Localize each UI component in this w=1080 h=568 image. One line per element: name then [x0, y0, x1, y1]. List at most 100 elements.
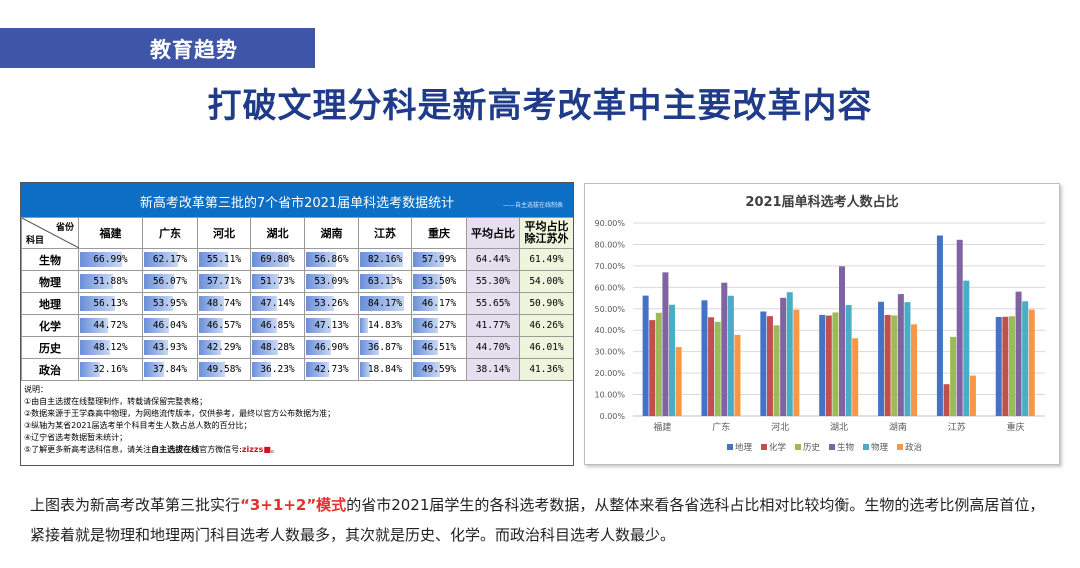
value-bar [252, 318, 277, 333]
subject-cell: 化学 [21, 314, 79, 337]
avg-excl-jiangsu-cell: 46.01% [519, 336, 573, 359]
x-tick-label: 福建 [653, 421, 671, 433]
value-cell: 56.13% [78, 292, 143, 315]
value-cell: 48.28% [250, 336, 305, 359]
value-bar [80, 340, 111, 355]
value-cell: 48.12% [78, 336, 143, 359]
data-table-panel: 新高考改革第三批的7个省市2021届单科选考数据统计 ——自主选拔在线制表 省份… [20, 182, 574, 466]
value-bar [199, 252, 228, 267]
value-bar [80, 296, 116, 311]
avg-excl-jiangsu-cell: 54.00% [519, 270, 573, 293]
value-cell: 37.84% [142, 358, 198, 381]
value-bar [144, 296, 174, 311]
bar-chart: 2021届单科选考人数占比 0.00% 10.00% 20.00% 30.00% 40.0… [594, 194, 1045, 453]
bar-广东-物理 [727, 295, 734, 416]
value-bar [306, 318, 331, 333]
avg-excl-jiangsu-cell: 41.36% [519, 358, 573, 381]
value-cell: 48.74% [197, 292, 251, 315]
value-bar [199, 318, 224, 333]
value-text: 63.13% [367, 276, 403, 287]
x-tick-label: 广东 [712, 421, 730, 433]
province-header-3: 湖北 [250, 217, 305, 249]
bar-福建-政治 [675, 347, 682, 416]
value-cell: 57.71% [197, 270, 251, 293]
note-1: ①由自主选拔在线整理制作，转载请保留完整表格； [24, 397, 208, 406]
avg-cell: 55.30% [466, 270, 520, 293]
value-cell: 44.72% [78, 314, 143, 337]
legend-entry: 政治 [905, 442, 923, 453]
value-text: 47.14% [260, 298, 295, 309]
value-bar [413, 252, 445, 267]
bar-广东-生物 [721, 282, 728, 416]
value-text: 42.29% [206, 342, 242, 353]
bar-湖南-生物 [897, 294, 904, 416]
value-text: 32.16% [93, 364, 128, 375]
value-cell: 42.73% [304, 358, 359, 381]
y-tick-label: 20.00% [594, 369, 625, 378]
value-cell: 46.27% [411, 314, 467, 337]
table-notes: 说明： ①由自主选拔在线整理制作，转载请保留完整表格； ②数据来源于王学森高中物… [21, 381, 573, 456]
value-text: 53.26% [314, 298, 349, 309]
bar-福建-生物 [662, 272, 669, 416]
avg2-label-line2: 除江苏外 [524, 232, 569, 245]
bar-重庆-地理 [995, 316, 1002, 416]
x-tick-label: 重庆 [1007, 421, 1025, 433]
section-tag: 教育趋势 [0, 28, 315, 68]
value-cell: 49.59% [411, 358, 467, 381]
value-bar [306, 340, 331, 355]
y-tick-label: 0.00% [600, 412, 626, 421]
bar-湖南-物理 [904, 302, 911, 416]
value-text: 37.84% [152, 364, 188, 375]
table-row: 物理 51.88% 56.07% 57.71% 51.73% 53.09% 63.13% 53… [21, 270, 573, 293]
bar-湖北-政治 [852, 338, 859, 416]
y-tick-label: 40.00% [594, 326, 625, 335]
value-bar [80, 274, 113, 289]
legend-swatch [829, 444, 835, 450]
legend-swatch [897, 444, 903, 450]
value-cell: 49.58% [197, 358, 251, 381]
note-5-pre: ⑤了解更多新高考选科信息，请关注 [24, 445, 152, 454]
y-tick-label: 10.00% [594, 391, 625, 400]
value-text: 46.04% [152, 320, 188, 331]
y-tick-label: 60.00% [594, 283, 625, 292]
value-cell: 63.13% [358, 270, 412, 293]
value-cell: 14.83% [358, 314, 412, 337]
value-cell: 36.23% [250, 358, 305, 381]
bar-重庆-政治 [1028, 309, 1035, 416]
value-bar [360, 274, 393, 289]
value-bar [199, 274, 229, 289]
bar-重庆-化学 [1002, 316, 1009, 416]
bar-江苏-生物 [956, 239, 963, 416]
value-bar [144, 362, 165, 377]
value-text: 53.95% [152, 298, 188, 309]
value-cell: 51.88% [78, 270, 143, 293]
legend-entry: 物理 [871, 442, 889, 453]
bar-河北-地理 [760, 311, 767, 416]
legend-swatch [761, 444, 767, 450]
y-tick-label: 90.00% [594, 219, 625, 228]
note-3: ③纵轴为某省2021届选考单个科目考生人数占总人数的百分比； [24, 421, 252, 430]
bar-河北-化学 [766, 316, 773, 416]
province-header-2: 河北 [197, 217, 251, 249]
value-text: 42.73% [314, 364, 349, 375]
avg-excl-jiangsu-cell: 61.49% [519, 248, 573, 271]
value-bar [144, 340, 168, 355]
value-cell: 57.99% [411, 248, 467, 271]
value-bar [413, 362, 440, 377]
avg-cell: 64.44% [466, 248, 520, 271]
summary-post: 的省市2021届学生的各科选考数据，从整体来看各省选科占比相对比较均衡。生物的选… [30, 496, 1045, 544]
value-cell: 47.14% [250, 292, 305, 315]
value-text: 18.84% [367, 364, 403, 375]
value-bar [413, 340, 439, 355]
bar-河北-物理 [786, 292, 793, 416]
bar-河北-历史 [773, 325, 780, 416]
bar-湖南-地理 [878, 301, 885, 416]
x-tick-label: 湖南 [889, 421, 907, 433]
value-bar [413, 274, 442, 289]
bar-重庆-物理 [1022, 301, 1029, 416]
bar-广东-历史 [714, 321, 721, 416]
table-title: 新高考改革第三批的7个省市2021届单科选考数据统计 [139, 196, 455, 211]
value-text: 46.51% [421, 342, 457, 353]
corner-divider-line [22, 218, 79, 248]
bar-江苏-地理 [936, 235, 943, 416]
